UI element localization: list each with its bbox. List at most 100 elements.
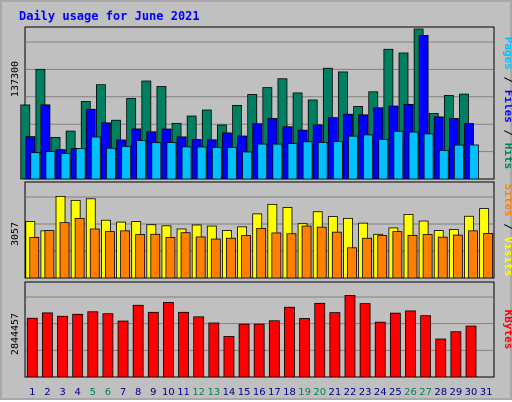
legend-part: /: [502, 123, 512, 143]
bar-sites-12: [195, 236, 206, 279]
bar-kbytes-3: [57, 315, 68, 378]
bar-pages-28: [438, 150, 449, 180]
x-tick-label-5: 5: [90, 387, 96, 398]
x-tick-label-19: 19: [298, 387, 311, 398]
bar-sites-5: [89, 228, 100, 279]
bar-kbytes-22: [344, 295, 356, 378]
x-tick-label-14: 14: [223, 387, 236, 398]
bar-kbytes-11: [178, 311, 189, 378]
x-tick-label-10: 10: [162, 387, 175, 398]
x-tick-label-4: 4: [74, 387, 80, 398]
bar-pages-12: [196, 146, 207, 180]
bar-pages-21: [332, 141, 343, 180]
bar-sites-3: [59, 222, 70, 279]
bar-sites-19: [301, 225, 312, 279]
bar-kbytes-28: [435, 338, 447, 378]
bar-pages-13: [211, 147, 222, 180]
legend-part: KBytes: [502, 310, 512, 350]
legend-part: /: [502, 217, 512, 237]
bar-pages-16: [257, 143, 268, 180]
bar-pages-5: [90, 136, 101, 180]
bar-files-27: [418, 35, 429, 180]
x-tick-label-6: 6: [105, 387, 111, 398]
bar-pages-29: [453, 144, 464, 180]
bar-kbytes-13: [208, 322, 220, 378]
bar-sites-1: [29, 237, 40, 279]
x-tick-label-13: 13: [207, 387, 220, 398]
bar-kbytes-29: [450, 331, 462, 378]
bar-sites-30: [468, 230, 478, 279]
x-tick-label-18: 18: [283, 387, 296, 398]
bar-pages-4: [75, 148, 86, 180]
bar-pages-9: [151, 142, 162, 180]
x-tick-label-31: 31: [480, 387, 493, 398]
bar-kbytes-30: [465, 325, 477, 378]
bar-sites-29: [452, 234, 463, 279]
chart-title: Daily usage for June 2021: [19, 9, 200, 23]
bar-sites-4: [74, 217, 85, 279]
bar-kbytes-2: [41, 312, 53, 378]
bar-pages-8: [136, 140, 147, 180]
x-tick-label-22: 22: [344, 387, 357, 398]
x-tick-label-30: 30: [465, 387, 478, 398]
bar-pages-26: [408, 131, 419, 180]
bar-kbytes-23: [359, 303, 371, 378]
bar-pages-1: [30, 152, 41, 180]
bar-sites-26: [407, 234, 418, 279]
bar-kbytes-7: [117, 320, 129, 378]
bar-sites-6: [105, 231, 115, 279]
x-tick-label-28: 28: [434, 387, 447, 398]
bar-kbytes-17: [268, 320, 280, 378]
bar-pages-7: [121, 146, 131, 180]
bar-pages-15: [242, 151, 252, 180]
bar-sites-13: [210, 238, 221, 279]
bar-kbytes-26: [405, 310, 416, 378]
bar-sites-24: [377, 235, 388, 279]
bar-pages-14: [227, 147, 237, 180]
bar-kbytes-9: [147, 311, 159, 378]
bar-kbytes-19: [299, 318, 310, 378]
x-tick-label-12: 12: [192, 387, 205, 398]
x-tick-label-29: 29: [450, 387, 463, 398]
x-tick-label-23: 23: [359, 387, 372, 398]
bar-sites-11: [180, 232, 191, 279]
x-tick-label-21: 21: [328, 387, 341, 398]
x-tick-label-3: 3: [59, 387, 65, 398]
bar-sites-9: [150, 233, 161, 279]
bar-pages-24: [378, 138, 389, 180]
bar-kbytes-12: [193, 316, 205, 378]
bar-kbytes-15: [238, 323, 250, 378]
bar-pages-3: [60, 153, 71, 180]
bar-sites-31: [483, 233, 494, 279]
x-tick-label-27: 27: [419, 387, 432, 398]
x-tick-label-11: 11: [177, 387, 190, 398]
x-tick-label-1: 1: [29, 387, 35, 398]
x-tick-label-17: 17: [268, 387, 281, 398]
bar-sites-10: [165, 237, 176, 279]
bar-kbytes-24: [374, 321, 386, 378]
x-tick-label-16: 16: [253, 387, 266, 398]
bar-sites-20: [316, 226, 327, 279]
x-tick-label-2: 2: [44, 387, 50, 398]
bar-pages-6: [106, 147, 116, 180]
legend-part: Sites: [502, 184, 512, 217]
bar-sites-18: [286, 233, 297, 279]
bar-kbytes-4: [72, 313, 84, 378]
bar-sites-22: [347, 247, 357, 279]
legend-part: Visits: [502, 237, 512, 277]
bar-pages-10: [166, 142, 177, 180]
bar-kbytes-16: [253, 323, 265, 378]
bar-kbytes-6: [102, 313, 114, 378]
bar-sites-14: [226, 237, 236, 279]
bar-kbytes-21: [329, 312, 341, 378]
bar-kbytes-27: [420, 315, 432, 378]
bar-kbytes-5: [87, 311, 99, 378]
bar-pages-18: [287, 143, 298, 180]
bar-pages-20: [317, 142, 328, 180]
x-tick-label-9: 9: [150, 387, 156, 398]
bar-sites-25: [392, 231, 403, 279]
bar-sites-23: [362, 237, 373, 279]
max-label-hits-files-pages: 137300: [10, 61, 21, 97]
bar-sites-2: [44, 230, 55, 279]
